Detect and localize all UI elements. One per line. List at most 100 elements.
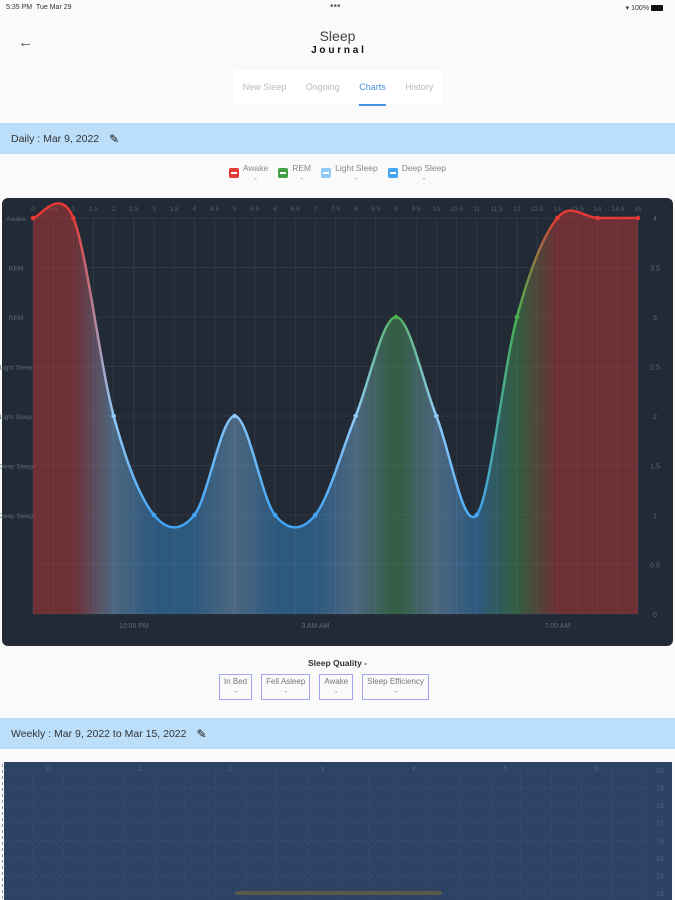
x-tick-label: 3.5 <box>170 206 179 213</box>
x-tick-label: 2.5 <box>129 206 138 213</box>
y-stage-label-left: Light Sleep <box>0 414 33 421</box>
x-tick-label: 14 <box>594 206 602 213</box>
x-tick-label: 4.5 <box>210 206 219 213</box>
legend-value: - <box>300 173 304 183</box>
x-tick-label: 8.5 <box>371 206 380 213</box>
legend-label: Awake <box>242 163 269 173</box>
data-point <box>71 215 76 221</box>
x-tick-label: 6 <box>273 206 277 213</box>
legend-awake[interactable]: Awake - <box>228 163 269 183</box>
x-tick-label: 10.5 <box>450 206 463 213</box>
x-tick-label: 6 <box>595 766 599 773</box>
y-tick-label-right: 16 <box>656 838 664 845</box>
data-point <box>555 215 560 221</box>
legend-label: REM <box>292 163 312 173</box>
data-point <box>111 413 116 419</box>
data-point <box>393 314 399 320</box>
stat-awake: Awake - <box>319 674 354 700</box>
x-tick-label: 4 <box>193 206 197 213</box>
x-tick-label: 5 <box>233 206 237 213</box>
x-tick-label: 1.5 <box>89 206 98 213</box>
x-tick-label: 3 <box>321 766 325 773</box>
legend-deep-sleep[interactable]: Deep Sleep - <box>387 163 447 183</box>
x-tick-label: 5.5 <box>250 206 259 213</box>
wifi-icon: ▾ <box>625 5 630 12</box>
x-tick-label: 13.5 <box>571 206 584 213</box>
deep-sleep-swatch-icon <box>387 168 398 178</box>
legend-light-sleep[interactable]: Light Sleep - <box>321 163 378 183</box>
y-tick-label-right: 1 <box>653 513 657 520</box>
sleep-quality-stats: In Bed - Fell Asleep - Awake - Sleep Effici… <box>219 674 429 700</box>
x-tick-label: 9.5 <box>412 206 421 213</box>
data-point <box>474 512 479 518</box>
y-tick-label-right: 4 <box>653 216 657 223</box>
y-tick-label-right: 2.5 <box>650 365 660 372</box>
edit-pencil-icon[interactable]: ✎ <box>196 726 207 741</box>
tab-bar: New Sleep Ongoing Charts History <box>233 70 443 106</box>
x-tick-label: 12.5 <box>531 206 544 213</box>
awake-swatch-icon <box>228 168 239 178</box>
tab-history[interactable]: History <box>405 82 434 92</box>
data-point <box>514 314 520 320</box>
tab-new-sleep[interactable]: New Sleep <box>242 82 287 92</box>
y-stage-label-left: Deep Sleep <box>0 513 33 520</box>
page-title: Sleep <box>319 28 356 44</box>
chart-legend: Awake - REM - Light Sleep - Deep Sleep - <box>0 163 675 183</box>
daily-sleep-chart: 0 0.5 1 1.5 2 2.5 3 3.5 4 4.5 5 5.5 6 6.5 7 7.5 8 8.5 9 9.5… <box>0 198 673 646</box>
y-tick-label-right: 19 <box>656 786 664 793</box>
status-battery: ▾ 100% <box>626 4 663 12</box>
x-tick-label: 10 <box>433 206 441 213</box>
x-tick-label: 3 <box>152 206 156 213</box>
legend-value: - <box>422 173 426 183</box>
y-tick-label-right: 14 <box>656 873 664 880</box>
multitask-dots[interactable]: ••• <box>330 1 341 12</box>
y-tick-label-right: 15 <box>656 856 664 863</box>
x-tick-label: 6.5 <box>291 206 300 213</box>
x-tick-label: 15 <box>634 206 642 213</box>
x-tick-label: 12 <box>513 206 521 213</box>
y-stage-label-left: Light Sleep <box>0 365 33 372</box>
legend-rem[interactable]: REM - <box>278 163 311 183</box>
y-stage-label-left: Awake <box>6 216 26 223</box>
data-point <box>272 512 278 518</box>
weekly-sleep-chart: 20 19 18 17 16 15 14 13 0 1 2 3 4 5 6 <box>1 762 672 900</box>
data-point <box>595 215 600 221</box>
stat-fell-asleep: Fell Asleep - <box>261 674 311 700</box>
y-stage-label-left: REM <box>9 266 23 273</box>
edit-pencil-icon[interactable]: ✎ <box>109 131 120 146</box>
back-arrow-icon[interactable]: ← <box>18 34 33 51</box>
x-tick-label: 11 <box>473 206 480 213</box>
data-point <box>30 215 36 221</box>
legend-value: - <box>254 173 257 183</box>
status-time: 5:35 PM Tue Mar 29 <box>6 4 72 11</box>
y-tick-label-right: 0.5 <box>650 563 660 570</box>
data-point <box>353 413 358 419</box>
x-time-label: 7:00 AM <box>544 623 570 630</box>
data-point <box>635 215 641 221</box>
x-time-label: 10:00 PM <box>119 623 149 630</box>
y-tick-label-right: 3 <box>653 315 657 322</box>
data-point <box>192 512 197 518</box>
y-stage-label-left: Deep Sleep <box>0 464 33 471</box>
home-indicator[interactable] <box>235 891 442 895</box>
tab-ongoing[interactable]: Ongoing <box>305 82 340 92</box>
y-tick-label-right: 17 <box>656 821 664 828</box>
y-tick-label-right: 13 <box>656 891 664 898</box>
x-tick-label: 7 <box>314 206 318 213</box>
x-time-label: 3 AM AM <box>301 623 329 630</box>
sleep-stage-line <box>32 202 638 529</box>
tab-charts[interactable]: Charts <box>359 78 386 106</box>
x-tick-label: 11.5 <box>491 206 504 213</box>
y-tick-label-right: 20 <box>656 768 664 775</box>
x-tick-label: 1 <box>138 766 142 773</box>
daily-date-bar: Daily : Mar 9, 2022 ✎ <box>0 123 675 154</box>
weekly-date-bar: Weekly : Mar 9, 2022 to Mar 15, 2022 ✎ <box>0 718 675 749</box>
page-subtitle: J o u r n a l <box>311 45 364 56</box>
y-tick-label-right: 1.5 <box>650 464 660 471</box>
x-tick-label: 8 <box>354 206 358 213</box>
x-tick-label: 2 <box>229 766 233 773</box>
light-sleep-swatch-icon <box>321 168 332 178</box>
legend-label: Deep Sleep <box>401 163 447 173</box>
legend-value: - <box>354 173 358 183</box>
sleep-area-fill <box>33 203 638 615</box>
